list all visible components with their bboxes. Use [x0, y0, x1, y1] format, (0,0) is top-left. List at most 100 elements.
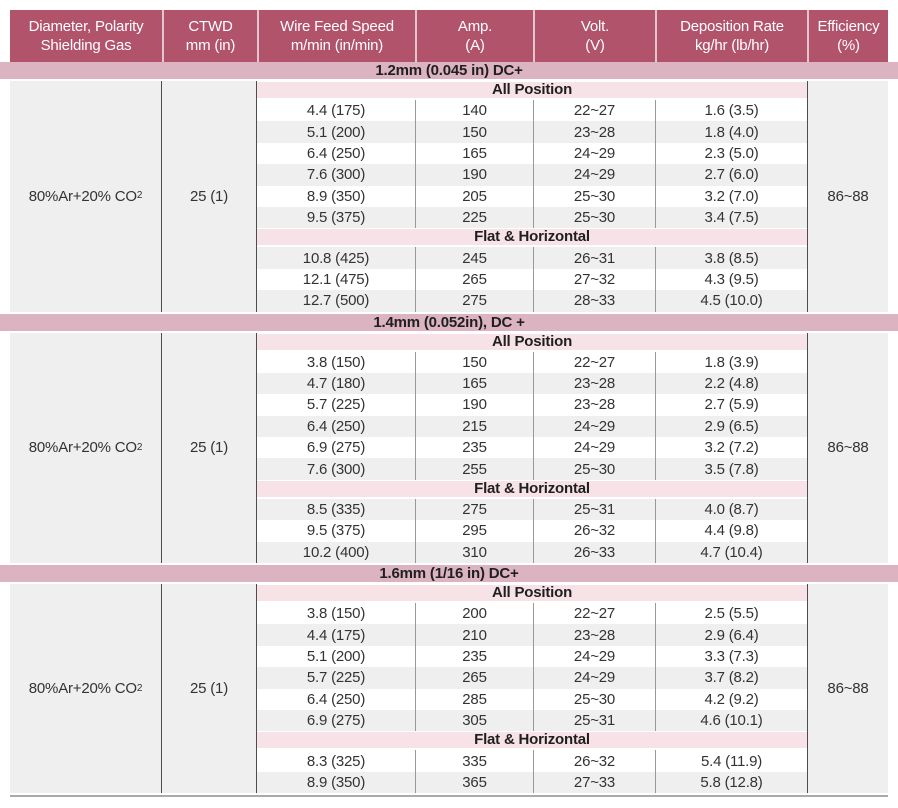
deposition-rate-value: 5.8 (12.8)	[655, 771, 807, 794]
amp-value: 165	[415, 142, 533, 165]
ctwd-cell: 25 (1)	[162, 584, 257, 794]
header-label-line2: (%)	[837, 37, 860, 54]
deposition-rate-value: 1.8 (3.9)	[655, 351, 807, 373]
header-label-line1: CTWD	[188, 18, 233, 35]
wire-feed-speed-value: 3.8 (150)	[257, 603, 415, 625]
amp-value: 200	[415, 603, 533, 625]
section-title-band: 1.4mm (0.052in), DC +	[0, 313, 898, 333]
wire-feed-speed-value: 8.3 (325)	[257, 750, 415, 772]
amp-value: 150	[415, 121, 533, 143]
amp-value: 365	[415, 771, 533, 794]
deposition-rate-value: 4.7 (10.4)	[655, 541, 807, 564]
position-band: All Position	[257, 332, 807, 352]
volt-value: 23~28	[533, 624, 655, 646]
deposition-rate-value: 4.0 (8.7)	[655, 498, 807, 521]
header-label-line1: Volt.	[580, 18, 610, 35]
volt-value: 25~31	[533, 709, 655, 732]
table-sections: 1.2mm (0.045 in) DC+ 80%Ar+20% CO 2 25 (1) 8…	[0, 62, 898, 796]
amp-value: 305	[415, 709, 533, 732]
header-label-line1: Amp.	[457, 18, 493, 35]
volt-value: 23~28	[533, 372, 655, 395]
efficiency-cell: 86~88	[807, 584, 888, 794]
wire-feed-speed-value: 7.6 (300)	[257, 164, 415, 186]
section-body: 80%Ar+20% CO 2 25 (1) 86~88 All Position 3.8 …	[10, 584, 888, 796]
volt-value: 22~27	[533, 351, 655, 373]
volt-value: 25~30	[533, 688, 655, 710]
section-title-band: 1.6mm (1/16 in) DC+	[0, 565, 898, 585]
deposition-rate-value: 2.5 (5.5)	[655, 603, 807, 625]
header-cell-wire-feed-speed: Wire Feed Speed m/min (in/min)	[257, 10, 415, 62]
amp-value: 235	[415, 645, 533, 668]
section-body: 80%Ar+20% CO 2 25 (1) 86~88 All Position 3.8 …	[10, 332, 888, 566]
wire-feed-speed-value: 8.5 (335)	[257, 498, 415, 521]
header-cell-ctwd: CTWD mm (in)	[162, 10, 257, 62]
efficiency-cell: 86~88	[807, 81, 888, 312]
amp-value: 275	[415, 290, 533, 312]
amp-value: 225	[415, 206, 533, 229]
deposition-rate-value: 4.2 (9.2)	[655, 688, 807, 710]
amp-value: 165	[415, 372, 533, 395]
wire-feed-speed-value: 8.9 (350)	[257, 771, 415, 794]
wire-feed-speed-value: 7.6 (300)	[257, 458, 415, 480]
wire-feed-speed-value: 8.9 (350)	[257, 185, 415, 207]
wire-feed-speed-value: 6.4 (250)	[257, 688, 415, 710]
position-band: Flat & Horizontal	[257, 731, 807, 751]
amp-value: 190	[415, 164, 533, 186]
table-bottom-rule	[10, 795, 888, 798]
volt-value: 25~30	[533, 458, 655, 480]
volt-value: 24~29	[533, 645, 655, 668]
volt-value: 24~29	[533, 164, 655, 186]
deposition-rate-value: 1.8 (4.0)	[655, 121, 807, 143]
amp-value: 150	[415, 351, 533, 373]
header-label-line1: Diameter, Polarity	[28, 18, 144, 35]
deposition-rate-value: 4.4 (9.8)	[655, 520, 807, 542]
deposition-rate-value: 2.9 (6.5)	[655, 415, 807, 438]
deposition-rate-value: 1.6 (3.5)	[655, 100, 807, 122]
amp-value: 215	[415, 415, 533, 438]
volt-value: 24~29	[533, 142, 655, 165]
volt-value: 24~29	[533, 437, 655, 459]
volt-value: 23~28	[533, 121, 655, 143]
header-cell-volt: Volt. (V)	[533, 10, 655, 62]
wire-feed-speed-value: 10.8 (425)	[257, 247, 415, 269]
deposition-rate-value: 4.6 (10.1)	[655, 709, 807, 732]
deposition-rate-value: 3.5 (7.8)	[655, 458, 807, 480]
deposition-rate-value: 2.7 (6.0)	[655, 164, 807, 186]
wire-feed-speed-value: 4.4 (175)	[257, 100, 415, 122]
deposition-rate-value: 3.2 (7.2)	[655, 437, 807, 459]
volt-value: 24~29	[533, 415, 655, 438]
position-band: All Position	[257, 584, 807, 604]
efficiency-cell: 86~88	[807, 332, 888, 564]
header-label-line2: (V)	[585, 37, 605, 54]
header-cell-diameter-polarity-shielding-gas: Diameter, Polarity Shielding Gas	[10, 10, 162, 62]
wire-feed-speed-value: 9.5 (375)	[257, 206, 415, 229]
deposition-rate-value: 2.9 (6.4)	[655, 624, 807, 646]
volt-value: 25~30	[533, 185, 655, 207]
amp-value: 265	[415, 268, 533, 291]
wire-feed-speed-value: 4.7 (180)	[257, 372, 415, 395]
wire-feed-speed-value: 3.8 (150)	[257, 351, 415, 373]
shielding-gas-cell: 80%Ar+20% CO 2	[10, 81, 162, 312]
amp-value: 235	[415, 437, 533, 459]
volt-value: 26~31	[533, 247, 655, 269]
position-band: Flat & Horizontal	[257, 228, 807, 248]
volt-value: 26~32	[533, 520, 655, 542]
volt-value: 23~28	[533, 394, 655, 416]
header-label-line2: mm (in)	[185, 37, 236, 54]
volt-value: 27~32	[533, 268, 655, 291]
wire-feed-speed-value: 10.2 (400)	[257, 541, 415, 564]
table-header-row: Diameter, Polarity Shielding Gas CTWD mm (i…	[10, 10, 888, 62]
ctwd-cell: 25 (1)	[162, 81, 257, 312]
volt-value: 28~33	[533, 290, 655, 312]
deposition-rate-value: 3.3 (7.3)	[655, 645, 807, 668]
wire-feed-speed-value: 4.4 (175)	[257, 624, 415, 646]
volt-value: 26~32	[533, 750, 655, 772]
deposition-rate-value: 2.3 (5.0)	[655, 142, 807, 165]
deposition-rate-value: 3.8 (8.5)	[655, 247, 807, 269]
amp-value: 190	[415, 394, 533, 416]
header-label-line2: Shielding Gas	[40, 37, 132, 54]
amp-value: 310	[415, 541, 533, 564]
amp-value: 140	[415, 100, 533, 122]
deposition-rate-value: 3.4 (7.5)	[655, 206, 807, 229]
